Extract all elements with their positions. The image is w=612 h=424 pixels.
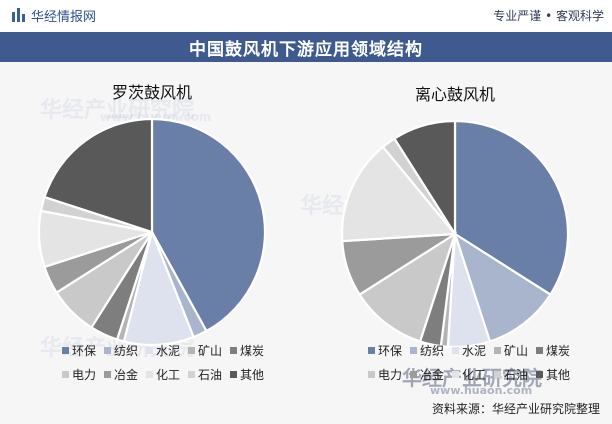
brand[interactable]: 华经情报网 bbox=[12, 6, 96, 25]
legend-label: 石油 bbox=[504, 368, 528, 382]
legend-label: 水泥 bbox=[462, 344, 486, 358]
pie-slice-电力 bbox=[358, 231, 457, 343]
legend-swatch bbox=[188, 347, 195, 354]
legend-label: 化工 bbox=[156, 368, 180, 382]
pie-title: 离心鼓风机 bbox=[415, 85, 495, 104]
legend-label: 纺织 bbox=[114, 344, 138, 358]
legend-swatch bbox=[536, 347, 543, 354]
pie-slice-化工 bbox=[340, 145, 458, 243]
legend-swatch bbox=[536, 371, 543, 378]
pie-slice-环保 bbox=[150, 117, 267, 333]
legend-swatch bbox=[494, 347, 501, 354]
legend-label: 水泥 bbox=[156, 344, 180, 358]
legend-swatch bbox=[146, 371, 153, 378]
legend-swatch bbox=[230, 347, 237, 354]
pie-slice-其他 bbox=[392, 119, 457, 238]
legend-label: 电力 bbox=[378, 368, 402, 382]
legend-label: 冶金 bbox=[114, 367, 138, 382]
legend-swatch bbox=[410, 347, 417, 354]
legend-label: 化工 bbox=[462, 368, 486, 382]
legend-swatch bbox=[368, 347, 375, 354]
legend-swatch bbox=[494, 371, 501, 378]
legend-swatch bbox=[410, 371, 417, 378]
page-title: 中国鼓风机下游应用领域结构 bbox=[189, 39, 423, 60]
watermark-brand: 华经产业研究院 bbox=[40, 98, 195, 123]
pie-slice-纺织 bbox=[453, 231, 552, 343]
legend-swatch bbox=[452, 347, 459, 354]
legend-swatch bbox=[368, 371, 375, 378]
legend-swatch bbox=[146, 347, 153, 354]
source-note: 资料来源：华经产业研究院整理 bbox=[431, 402, 600, 416]
legend-label: 环保 bbox=[72, 344, 96, 358]
legend-swatch bbox=[230, 371, 237, 378]
legend-swatch bbox=[452, 371, 459, 378]
watermark-brand: 华经产业研究院 bbox=[402, 366, 542, 390]
legend-swatch bbox=[104, 347, 111, 354]
legend-swatch bbox=[62, 371, 69, 378]
legend-label: 纺织 bbox=[420, 344, 444, 358]
legend-label: 石油 bbox=[198, 368, 222, 382]
brand-name: 华经情报网 bbox=[31, 9, 97, 25]
legend-label: 其他 bbox=[240, 368, 264, 382]
legend-label: 煤炭 bbox=[240, 344, 264, 358]
legend-swatch bbox=[62, 347, 69, 354]
chart-title-bar: 中国鼓风机下游应用领域结构 bbox=[0, 32, 612, 62]
brand-logo-icon bbox=[12, 8, 25, 22]
pie-title: 罗茨鼓风机 bbox=[112, 83, 192, 102]
pie-slice-水泥 bbox=[122, 228, 196, 347]
legend-label: 煤炭 bbox=[546, 344, 570, 358]
legend-label: 矿山 bbox=[504, 344, 528, 358]
pie-slice-其他 bbox=[43, 117, 154, 234]
legend-swatch bbox=[188, 371, 195, 378]
legend-label: 环保 bbox=[378, 344, 402, 358]
legend-label: 电力 bbox=[72, 368, 96, 382]
legend-swatch bbox=[104, 371, 111, 378]
legend-label: 冶金 bbox=[420, 367, 444, 382]
slogan: 专业严谨 • 客观科学 bbox=[493, 8, 604, 23]
legend-label: 其他 bbox=[546, 368, 570, 382]
legend-label: 矿山 bbox=[198, 344, 222, 358]
top-bar: 华经情报网 专业严谨 • 客观科学 bbox=[0, 0, 612, 30]
watermark-url: www.huaon.com bbox=[430, 384, 533, 397]
